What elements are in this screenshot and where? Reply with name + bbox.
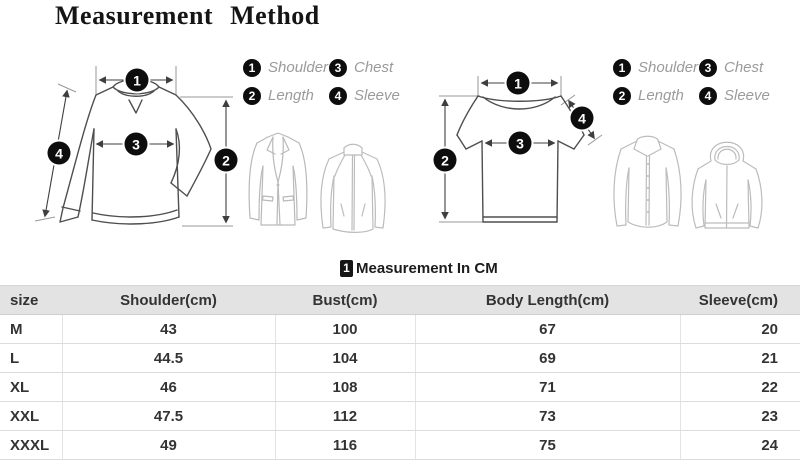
legend-item-label: Sleeve [354, 87, 400, 104]
table-row: XXL 47.5 112 73 23 [0, 401, 800, 431]
legend-item-shoulder: 1 Shoulder [613, 58, 699, 77]
cell-size: XXXL [0, 430, 62, 460]
sweatshirt-badge-sleeve: 4 [47, 141, 71, 165]
tshirt-illustration [439, 76, 603, 223]
tshirt-badge-length: 2 [433, 148, 457, 172]
table-title: 1 Measurement In CM [340, 258, 498, 278]
legend-item-label: Chest [354, 59, 394, 76]
header-cell-shoulder: Shoulder(cm) [62, 285, 275, 315]
legend-item-shoulder: 1 Shoulder [243, 58, 329, 77]
cell-size: XL [0, 372, 62, 402]
button-shirt-icon [613, 135, 682, 228]
legend-item-length: 2 Length [243, 86, 329, 105]
cell-size: M [0, 314, 62, 344]
number-1-icon: 1 [613, 58, 631, 77]
cell-sleeve: 20 [679, 314, 800, 344]
cell-body-length: 75 [414, 430, 680, 460]
number-1-icon: 1 [243, 58, 261, 77]
legend-item-label: Length [268, 87, 314, 104]
cell-bust: 116 [274, 430, 415, 460]
legend-item-sleeve: 4 Sleeve [329, 86, 400, 105]
cell-size: XXL [0, 401, 62, 431]
header-cell-sleeve: Sleeve(cm) [680, 285, 800, 315]
cell-size: L [0, 343, 62, 373]
sweatshirt-badge-length: 2 [214, 148, 238, 172]
legend-item-label: Shoulder [638, 59, 699, 76]
table-title-text: Measurement In CM [356, 259, 498, 277]
cell-shoulder: 49 [61, 430, 275, 460]
legend-item-sleeve: 4 Sleeve [699, 86, 770, 105]
sweatshirt-badge-shoulder: 1 [125, 68, 149, 92]
cell-shoulder: 44.5 [61, 343, 275, 373]
marker-1-icon: 1 [340, 259, 353, 277]
header-cell-body-length: Body Length(cm) [415, 285, 680, 315]
table-row: XL 46 108 71 22 [0, 372, 800, 402]
tshirt-badge-sleeve: 4 [570, 106, 594, 130]
table-row: M 43 100 67 20 [0, 314, 800, 344]
blazer-icon [248, 132, 308, 226]
number-4-icon: 4 [699, 86, 717, 105]
legend-item-chest: 3 Chest [699, 58, 770, 77]
cell-shoulder: 43 [61, 314, 275, 344]
legend-right: 1 Shoulder 3 Chest 2 Length 4 Sleeve [613, 58, 770, 105]
cell-shoulder: 46 [61, 372, 275, 402]
cell-body-length: 69 [414, 343, 680, 373]
table-header-row: size Shoulder(cm) Bust(cm) Body Length(c… [0, 285, 800, 315]
cell-bust: 112 [274, 401, 415, 431]
cell-body-length: 71 [414, 372, 680, 402]
table-row: L 44.5 104 69 21 [0, 343, 800, 373]
number-3-icon: 3 [329, 58, 347, 77]
legend-item-label: Length [638, 87, 684, 104]
cell-sleeve: 22 [679, 372, 800, 402]
number-4-icon: 4 [329, 86, 347, 105]
header-cell-size: size [0, 285, 62, 315]
tshirt-badge-shoulder: 1 [506, 71, 530, 95]
cell-shoulder: 47.5 [61, 401, 275, 431]
sweatshirt-badge-chest: 3 [124, 132, 148, 156]
number-2-icon: 2 [613, 86, 631, 105]
cell-bust: 104 [274, 343, 415, 373]
cell-sleeve: 23 [679, 401, 800, 431]
cell-bust: 108 [274, 372, 415, 402]
legend-item-chest: 3 Chest [329, 58, 400, 77]
guide-lines [439, 76, 603, 223]
tshirt-badge-chest: 3 [508, 131, 532, 155]
size-table: size Shoulder(cm) Bust(cm) Body Length(c… [0, 285, 800, 460]
number-3-icon: 3 [699, 58, 717, 77]
legend-item-label: Shoulder [268, 59, 329, 76]
number-2-icon: 2 [243, 86, 261, 105]
cell-sleeve: 24 [679, 430, 800, 460]
tshirt-outline [456, 95, 585, 223]
legend-item-label: Chest [724, 59, 764, 76]
table-row: XXXL 49 116 75 24 [0, 430, 800, 460]
cell-body-length: 73 [414, 401, 680, 431]
legend-item-length: 2 Length [613, 86, 699, 105]
zip-jacket-icon [320, 143, 386, 233]
hoodie-icon [691, 141, 763, 229]
legend-left: 1 Shoulder 3 Chest 2 Length 4 Sleeve [243, 58, 400, 105]
cell-body-length: 67 [414, 314, 680, 344]
legend-item-label: Sleeve [724, 87, 770, 104]
cell-bust: 100 [274, 314, 415, 344]
header-cell-bust: Bust(cm) [275, 285, 415, 315]
guide-lines [34, 66, 233, 227]
sweatshirt-outline [59, 78, 212, 225]
cell-sleeve: 21 [679, 343, 800, 373]
page-title: Measurement Method [55, 1, 320, 30]
